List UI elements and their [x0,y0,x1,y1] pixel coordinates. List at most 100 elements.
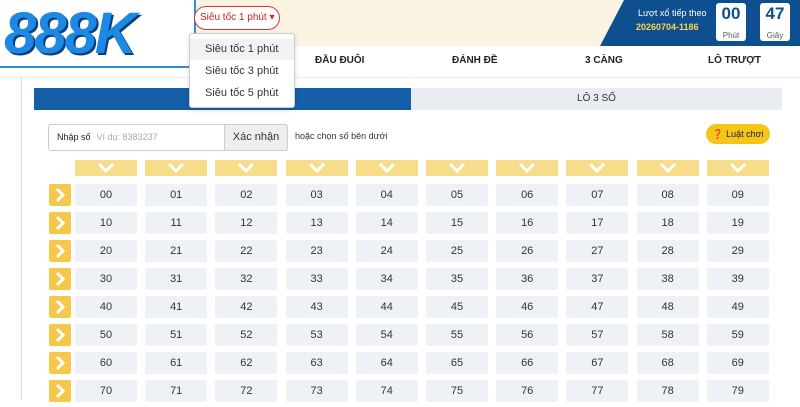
number-cell[interactable]: 03 [285,184,348,206]
number-cell[interactable]: 02 [215,184,278,206]
column-select[interactable] [706,160,769,176]
number-cell[interactable]: 58 [636,324,699,346]
number-cell[interactable]: 65 [426,352,488,374]
number-cell[interactable]: 27 [566,240,629,262]
column-select[interactable] [496,160,559,176]
number-cell[interactable]: 26 [496,240,559,262]
column-select[interactable] [285,160,348,176]
number-cell[interactable]: 20 [75,240,137,262]
number-cell[interactable]: 77 [566,380,629,402]
number-cell[interactable]: 01 [145,184,208,206]
tab[interactable]: LÔ 3 SỐ [411,88,782,110]
column-select[interactable] [426,160,488,176]
number-cell[interactable]: 79 [706,380,769,402]
number-cell[interactable]: 71 [145,380,208,402]
number-cell[interactable]: 29 [706,240,769,262]
number-cell[interactable]: 23 [285,240,348,262]
menu-item[interactable]: LÔ TRƯỢT [708,55,761,66]
number-cell[interactable]: 38 [636,268,699,290]
number-cell[interactable]: 28 [636,240,699,262]
number-cell[interactable]: 46 [496,296,559,318]
number-cell[interactable]: 08 [636,184,699,206]
number-cell[interactable]: 44 [355,296,418,318]
number-cell[interactable]: 74 [355,380,418,402]
row-select[interactable] [49,240,71,262]
number-cell[interactable]: 68 [636,352,699,374]
number-cell[interactable]: 70 [75,380,137,402]
logo[interactable]: 888K [0,0,196,68]
number-cell[interactable]: 37 [566,268,629,290]
number-cell[interactable]: 53 [285,324,348,346]
number-cell[interactable]: 06 [496,184,559,206]
number-cell[interactable]: 72 [215,380,278,402]
column-select[interactable] [75,160,137,176]
number-cell[interactable]: 13 [285,212,348,234]
number-cell[interactable]: 55 [426,324,488,346]
dropdown[interactable]: Siêu tốc 1 phút ▾ [194,6,280,30]
number-cell[interactable]: 67 [566,352,629,374]
number-cell[interactable]: 04 [355,184,418,206]
number-cell[interactable]: 34 [355,268,418,290]
number-cell[interactable]: 33 [285,268,348,290]
number-cell[interactable]: 62 [215,352,278,374]
number-cell[interactable]: 32 [215,268,278,290]
number-cell[interactable]: 15 [426,212,488,234]
number-cell[interactable]: 41 [145,296,208,318]
number-cell[interactable]: 11 [145,212,208,234]
number-cell[interactable]: 35 [426,268,488,290]
number-cell[interactable]: 18 [636,212,699,234]
menu-item[interactable]: ĐÁNH ĐỀ [452,55,498,66]
column-select[interactable] [145,160,208,176]
number-cell[interactable]: 66 [496,352,559,374]
row-select[interactable] [49,268,71,290]
number-cell[interactable]: 17 [566,212,629,234]
column-select[interactable] [355,160,418,176]
number-cell[interactable]: 42 [215,296,278,318]
menu-item[interactable]: ĐẦU ĐUÔI [315,55,365,66]
number-cell[interactable]: 14 [355,212,418,234]
column-select[interactable] [215,160,278,176]
dropdown-option[interactable]: Siêu tốc 3 phút [205,65,279,77]
number-cell[interactable]: 61 [145,352,208,374]
column-select[interactable] [566,160,629,176]
number-cell[interactable]: 00 [75,184,137,206]
number-cell[interactable]: 48 [636,296,699,318]
number-cell[interactable]: 76 [496,380,559,402]
row-select[interactable] [49,184,71,206]
number-cell[interactable]: 39 [706,268,769,290]
number-cell[interactable]: 60 [75,352,137,374]
rules-button[interactable]: ❓ Luật chơi [706,124,770,144]
row-select[interactable] [49,296,71,318]
number-cell[interactable]: 52 [215,324,278,346]
number-cell[interactable]: 54 [355,324,418,346]
number-cell[interactable]: 40 [75,296,137,318]
column-select[interactable] [636,160,699,176]
number-cell[interactable]: 50 [75,324,137,346]
number-cell[interactable]: 49 [706,296,769,318]
number-cell[interactable]: 75 [426,380,488,402]
number-cell[interactable]: 64 [355,352,418,374]
dropdown-option[interactable]: Siêu tốc 1 phút [190,39,294,60]
number-cell[interactable]: 30 [75,268,137,290]
number-cell[interactable]: 43 [285,296,348,318]
row-select[interactable] [49,324,71,346]
number-cell[interactable]: 56 [496,324,559,346]
dropdown-option[interactable]: Siêu tốc 5 phút [205,87,279,99]
number-cell[interactable]: 21 [145,240,208,262]
number-cell[interactable]: 57 [566,324,629,346]
number-cell[interactable]: 31 [145,268,208,290]
number-cell[interactable]: 59 [706,324,769,346]
number-cell[interactable]: 09 [706,184,769,206]
number-cell[interactable]: 16 [496,212,559,234]
row-select[interactable] [49,380,71,402]
number-cell[interactable]: 24 [355,240,418,262]
number-cell[interactable]: 12 [215,212,278,234]
number-cell[interactable]: 25 [426,240,488,262]
confirm-button[interactable]: Xác nhận [224,124,288,151]
number-cell[interactable]: 22 [215,240,278,262]
number-cell[interactable]: 19 [706,212,769,234]
number-cell[interactable]: 47 [566,296,629,318]
row-select[interactable] [49,212,71,234]
number-cell[interactable]: 69 [706,352,769,374]
row-select[interactable] [49,352,71,374]
